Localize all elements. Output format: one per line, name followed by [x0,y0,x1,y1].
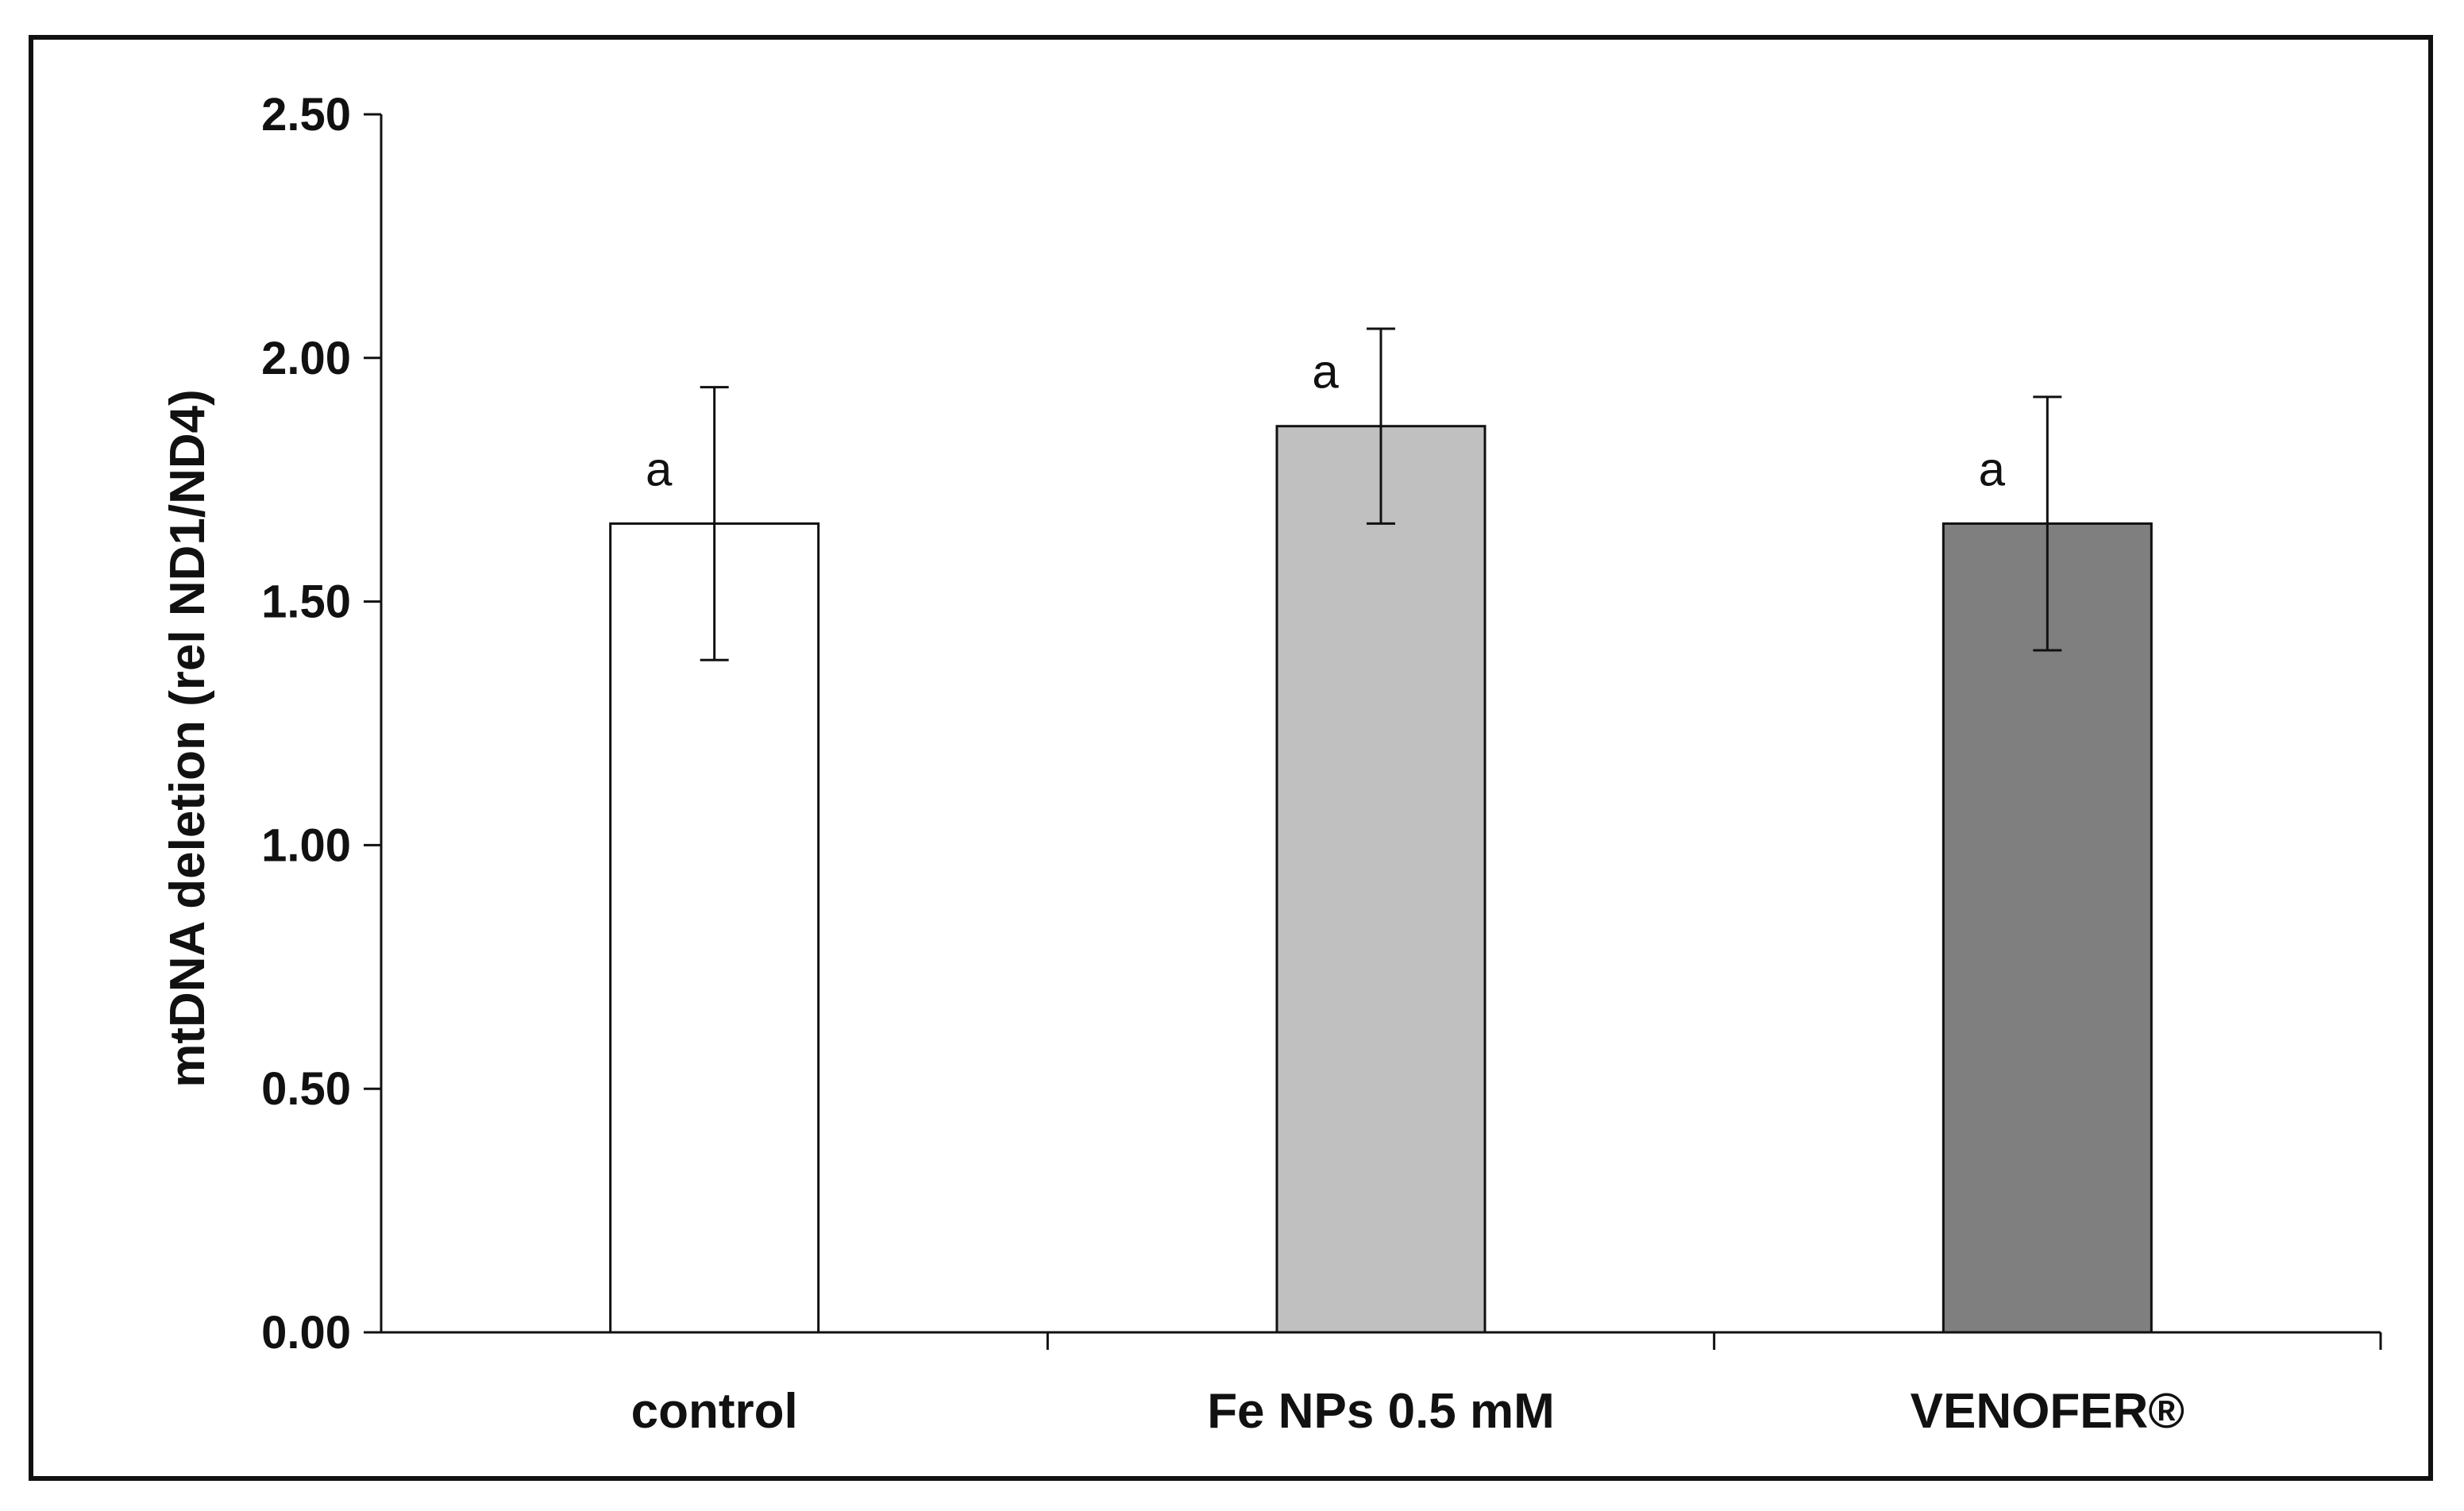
bar-1 [1275,425,1486,1334]
y-tick-label: 1.00 [261,819,351,871]
bar-2 [1942,522,2153,1334]
chart-frame: 0.00 0.50 1.00 1.50 2.00 2.50 a control a Fe NPs … [29,35,2433,1481]
y-tick-label: 1.50 [261,576,351,628]
bars [609,327,2153,1334]
bar-chart: 0.00 0.50 1.00 1.50 2.00 2.50 a control a Fe NPs … [160,89,2382,1439]
y-tick-label: 2.00 [261,333,351,384]
y-tick-label: 0.50 [261,1063,351,1115]
significance-label-1: a [1312,345,1339,399]
significance-label-2: a [1979,442,2006,495]
labels: 0.00 0.50 1.00 1.50 2.00 2.50 a control a Fe NPs … [261,89,2184,1439]
y-tick-label: 0.00 [261,1307,351,1359]
y-tick-label: 2.50 [261,89,351,141]
x-category-label-1: Fe NPs 0.5 mM [1207,1384,1555,1439]
x-category-label-2: VENOFER® [1911,1384,2184,1439]
y-axis-title: mtDNA deletion (rel ND1/ND4) [160,389,215,1088]
x-category-label-0: control [631,1384,798,1439]
significance-label-0: a [646,442,673,495]
